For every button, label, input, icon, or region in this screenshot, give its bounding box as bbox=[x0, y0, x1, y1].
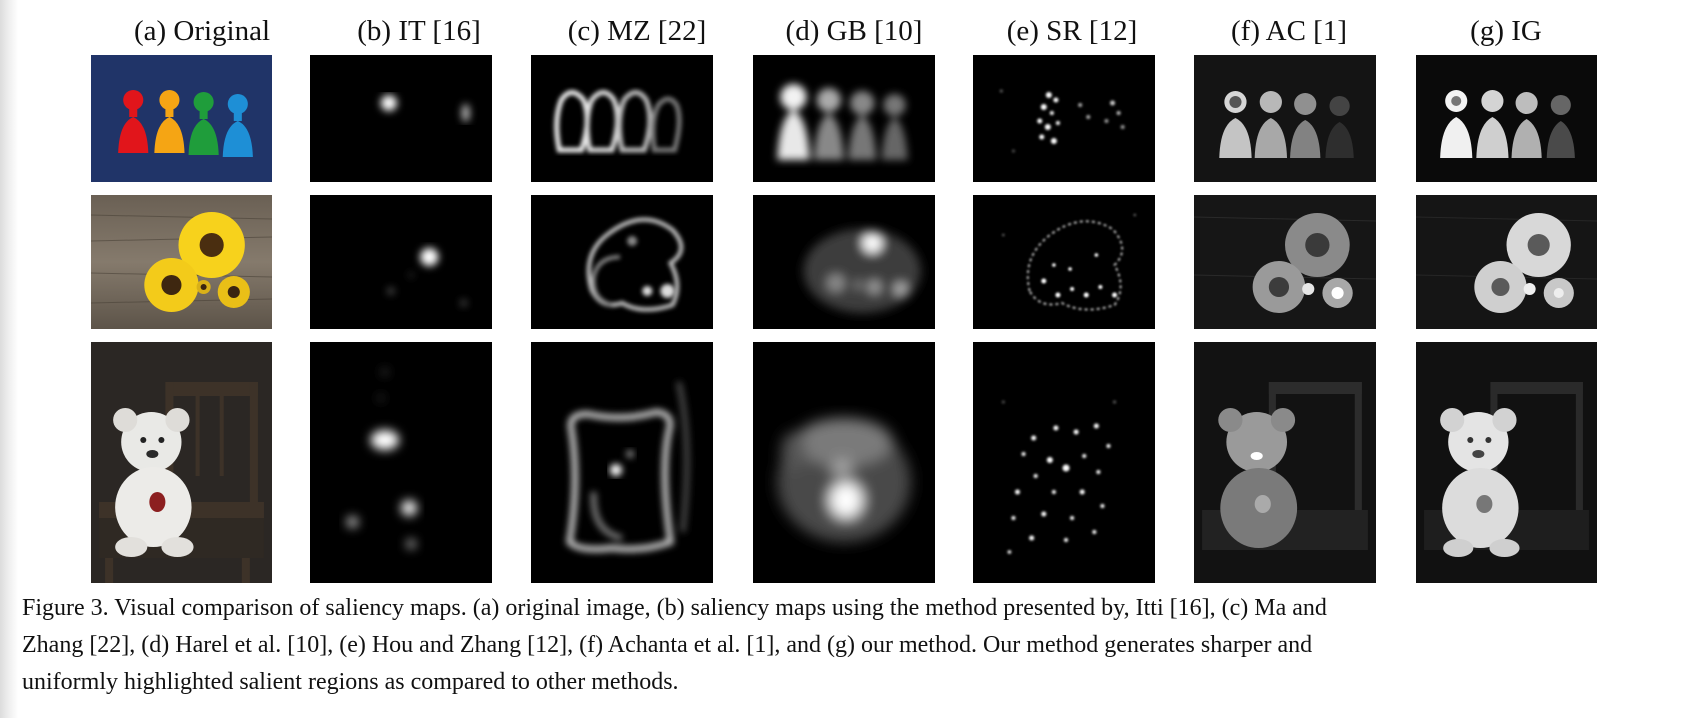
column-title-ig: (g) IG bbox=[1470, 15, 1542, 47]
column-title-original: (a) Original bbox=[133, 15, 271, 47]
column-title-gb: (d) GB [10] bbox=[785, 15, 923, 47]
column-title-it: (b) IT [16] bbox=[357, 15, 481, 47]
saliency-ac-sunflowers bbox=[1194, 195, 1376, 329]
caption-line-2: Zhang [22], (d) Harel et al. [10], (e) H… bbox=[22, 632, 1313, 658]
image-original-pawns bbox=[91, 55, 272, 182]
saliency-ac-teddy-bear bbox=[1194, 342, 1376, 583]
image-original-teddy-bear bbox=[91, 342, 272, 583]
saliency-it-teddy-bear bbox=[310, 342, 492, 583]
saliency-gb-pawns bbox=[753, 55, 935, 182]
column-title-ac: (f) AC [1] bbox=[1231, 15, 1347, 47]
column-title-sr: (e) SR [12] bbox=[1006, 15, 1138, 47]
saliency-sr-teddy-bear bbox=[973, 342, 1155, 583]
saliency-gb-sunflowers bbox=[753, 195, 935, 329]
saliency-ig-sunflowers bbox=[1416, 195, 1597, 329]
caption-line-3: uniformly highlighted salient regions as… bbox=[22, 669, 679, 695]
saliency-gb-teddy-bear bbox=[753, 342, 935, 583]
saliency-it-sunflowers bbox=[310, 195, 492, 329]
saliency-ac-pawns bbox=[1194, 55, 1376, 182]
image-original-sunflowers bbox=[91, 195, 272, 329]
saliency-it-pawns bbox=[310, 55, 492, 182]
saliency-ig-pawns bbox=[1416, 55, 1597, 182]
saliency-ig-teddy-bear bbox=[1416, 342, 1597, 583]
saliency-mz-sunflowers bbox=[531, 195, 713, 329]
figure-caption: Figure 3. Visual comparison of saliency … bbox=[22, 590, 1682, 701]
saliency-sr-sunflowers bbox=[973, 195, 1155, 329]
saliency-sr-pawns bbox=[973, 55, 1155, 182]
column-title-mz: (c) MZ [22] bbox=[567, 15, 707, 47]
saliency-mz-pawns bbox=[531, 55, 713, 182]
page-edge-shadow bbox=[0, 0, 18, 718]
saliency-mz-teddy-bear bbox=[531, 342, 713, 583]
caption-line-1: Figure 3. Visual comparison of saliency … bbox=[22, 595, 1327, 621]
